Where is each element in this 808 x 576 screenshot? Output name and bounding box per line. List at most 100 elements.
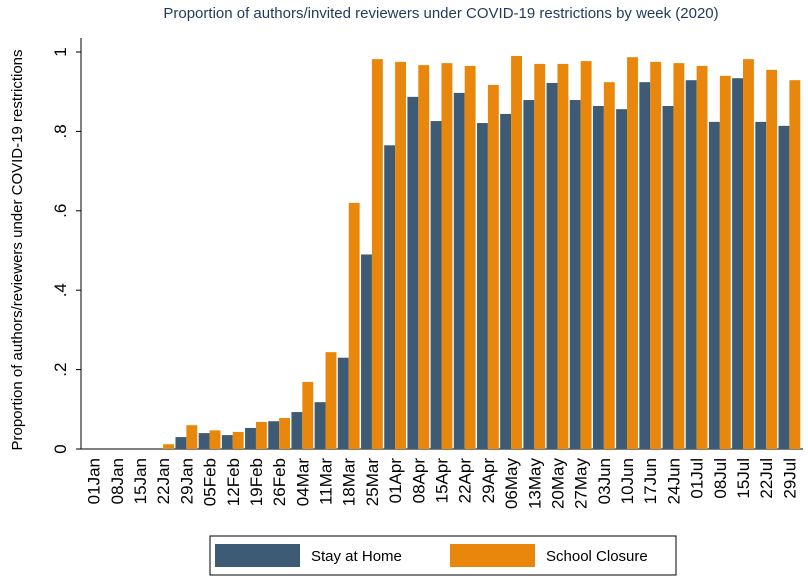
bar: [325, 352, 337, 449]
bar: [418, 65, 430, 449]
bar: [395, 61, 407, 450]
bar: [778, 125, 790, 449]
bar: [743, 59, 754, 450]
x-tick-label: 18Mar: [340, 458, 359, 507]
bar: [268, 421, 280, 449]
x-tick-label: 29Apr: [479, 458, 498, 504]
y-tick-label: .6: [51, 204, 70, 218]
bar: [592, 105, 604, 449]
bar: [627, 57, 638, 449]
bar: [186, 425, 198, 449]
bar: [662, 105, 674, 449]
bar: [546, 82, 558, 449]
bar: [302, 381, 314, 449]
x-tick-label: 20May: [548, 458, 567, 510]
bar: [175, 437, 187, 449]
bar: [371, 59, 383, 450]
bar: [337, 357, 349, 449]
x-tick-label: 01Jul: [688, 458, 707, 499]
x-tick-label: 27May: [572, 458, 591, 510]
bar: [348, 202, 360, 449]
bar: [232, 431, 244, 449]
y-tick-label: .4: [51, 283, 70, 297]
bar: [708, 121, 720, 449]
bar: [557, 63, 569, 449]
legend-label: Stay at Home: [311, 548, 402, 565]
x-tick-label: 01Apr: [386, 458, 405, 504]
x-tick-label: 19Feb: [247, 458, 266, 506]
bar: [221, 435, 233, 449]
bar: [361, 254, 372, 449]
bar: [163, 444, 175, 449]
bar: [441, 63, 453, 450]
bar: [523, 100, 535, 450]
x-tick-label: 10Jun: [618, 458, 637, 504]
x-tick-label: 13May: [525, 458, 544, 510]
x-tick-label: 03Jun: [595, 458, 614, 504]
bar: [279, 418, 291, 449]
bar: [616, 109, 628, 449]
x-tick-label: 29Jan: [177, 458, 196, 504]
bar: [314, 402, 326, 449]
x-tick-label: 05Feb: [201, 458, 220, 506]
legend-label: School Closure: [546, 548, 648, 565]
bar: [430, 121, 442, 449]
x-tick-label: 25Mar: [363, 458, 382, 507]
bar: [603, 82, 615, 449]
x-tick-label: 08Jul: [711, 458, 730, 499]
bar: [407, 96, 419, 450]
bar: [291, 412, 303, 449]
x-tick-label: 22Jan: [154, 458, 173, 504]
legend-swatch: [450, 544, 535, 567]
x-tick-label: 24Jun: [664, 458, 683, 504]
x-tick-label: 15Jul: [734, 458, 753, 499]
bar: [569, 100, 581, 450]
x-tick-label: 11Mar: [317, 458, 336, 505]
bar: [766, 69, 778, 450]
x-tick-label: 22Apr: [456, 458, 475, 504]
bar: [476, 123, 488, 450]
bar: [789, 80, 801, 449]
bar: [755, 121, 767, 449]
bar: [487, 84, 499, 450]
bar: [500, 113, 512, 449]
chart-title: Proportion of authors/invited reviewers …: [163, 5, 718, 22]
bar: [245, 427, 256, 449]
bar: [696, 65, 708, 450]
bar: [580, 61, 592, 449]
y-tick-label: 0: [51, 444, 70, 453]
x-tick-label: 26Feb: [270, 458, 289, 506]
x-tick-label: 15Apr: [433, 458, 452, 504]
bar: [198, 433, 210, 449]
x-tick-label: 17Jun: [641, 458, 660, 504]
bar: [384, 145, 396, 450]
y-tick-label: .8: [51, 124, 70, 138]
bar: [685, 80, 697, 449]
legend-swatch: [215, 544, 300, 567]
x-tick-label: 12Feb: [224, 458, 243, 506]
x-tick-label: 06May: [502, 458, 521, 510]
bar: [511, 55, 522, 449]
x-tick-label: 22Jul: [757, 458, 776, 499]
x-tick-label: 04Mar: [293, 458, 312, 507]
x-tick-label: 08Apr: [409, 458, 428, 504]
x-tick-label: 15Jan: [131, 458, 150, 504]
bar: [464, 65, 476, 450]
y-tick-label: .2: [51, 363, 70, 377]
bar: [650, 61, 662, 450]
x-tick-label: 08Jan: [108, 458, 127, 504]
bar: [534, 63, 546, 449]
bar: [732, 78, 744, 450]
bar: [719, 75, 731, 449]
bar: [639, 82, 651, 449]
bar: [255, 422, 267, 449]
bar: [453, 92, 465, 450]
x-tick-label: 29Jul: [780, 458, 799, 499]
x-tick-label: 01Jan: [85, 458, 104, 504]
y-axis-title: Proportion of authors/reviewers under CO…: [9, 49, 26, 450]
bar: [209, 430, 221, 449]
bar: [673, 63, 685, 450]
y-tick-label: 1: [51, 47, 70, 56]
